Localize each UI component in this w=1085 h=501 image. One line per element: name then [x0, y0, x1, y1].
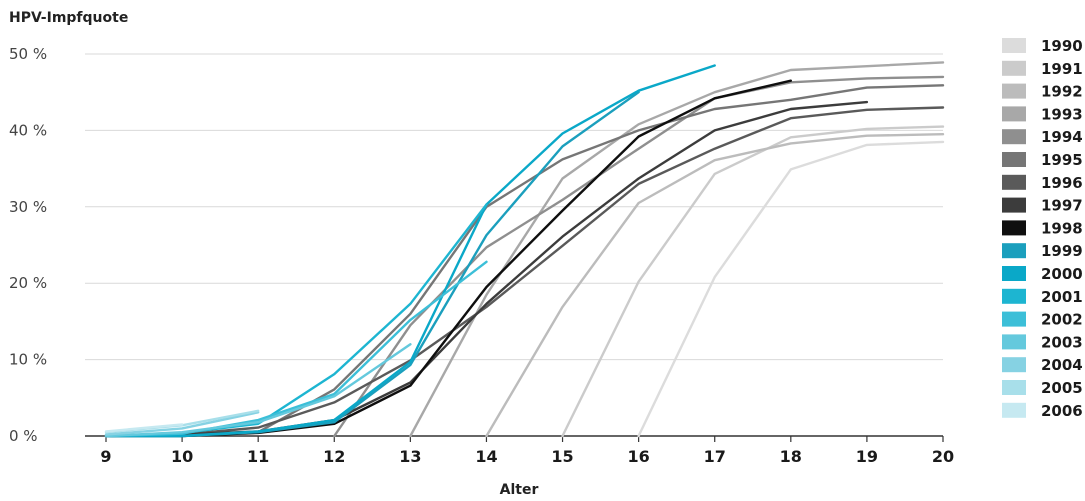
x-axis-title: Alter [500, 482, 539, 498]
x-tick-label: 17 [704, 447, 726, 466]
legend-label-2006: 2006 [1041, 402, 1083, 420]
legend-swatch-2001 [1002, 288, 1026, 304]
legend-swatch-2000 [1002, 266, 1026, 281]
x-tick-label: 18 [780, 447, 802, 466]
legend-label-1995: 1995 [1041, 151, 1083, 169]
legend-label-1993: 1993 [1041, 105, 1083, 123]
y-tick-label: 0 % [9, 427, 38, 445]
legend-swatch-1997 [1002, 197, 1026, 213]
legend-label-1990: 1990 [1041, 37, 1083, 55]
legend-label-1992: 1992 [1041, 83, 1083, 101]
y-tick-label: 20 % [9, 274, 47, 292]
legend-label-2001: 2001 [1041, 288, 1083, 306]
legend-label-2005: 2005 [1041, 379, 1083, 397]
legend-swatch-1996 [1002, 174, 1026, 190]
legend-label-2003: 2003 [1041, 333, 1083, 351]
x-tick-label: 10 [171, 447, 193, 466]
legend-label-1999: 1999 [1041, 242, 1083, 260]
x-tick-label: 12 [323, 447, 345, 466]
series-line-2003 [104, 343, 412, 438]
legend-swatch-1999 [1002, 243, 1026, 259]
y-tick-label: 10 % [9, 351, 47, 369]
series-line-1999 [104, 90, 640, 438]
series-lines [104, 61, 945, 438]
x-tick-label: 11 [247, 447, 269, 466]
y-tick-labels: 0 % 10 % 20 % 30 % 40 % 50 % [9, 45, 47, 445]
legend-swatch-1992 [1002, 83, 1026, 99]
legend: 1990 1991 1992 1993 1994 1995 1996 1997 1998 1999… [1002, 37, 1083, 420]
legend-label-2004: 2004 [1041, 356, 1083, 374]
y-tick-label: 50 % [9, 45, 47, 63]
legend-swatch-1991 [1002, 60, 1026, 76]
series-line-2002 [104, 260, 488, 438]
y-tick-label: 30 % [9, 198, 47, 216]
legend-label-2002: 2002 [1041, 311, 1083, 329]
legend-swatch-1995 [1002, 152, 1026, 167]
legend-label-1996: 1996 [1041, 174, 1083, 192]
legend-swatch-2004 [1002, 357, 1026, 373]
y-axis-title: HPV-Impfquote [9, 10, 128, 26]
legend-swatch-1998 [1002, 220, 1026, 236]
series-line-1990 [637, 140, 945, 438]
x-tick-label: 16 [628, 447, 650, 466]
x-tick-label: 19 [856, 447, 878, 466]
legend-label-1994: 1994 [1041, 128, 1083, 146]
x-tick-label: 15 [551, 447, 573, 466]
legend-label-1998: 1998 [1041, 219, 1083, 237]
series-line-1992 [485, 132, 945, 438]
x-tick-label: 20 [932, 447, 954, 466]
legend-swatch-1994 [1002, 129, 1026, 145]
series-line-1996 [180, 106, 945, 436]
x-tick-label: 9 [100, 447, 111, 466]
series-line-1995 [257, 84, 945, 434]
x-tick-label: 13 [399, 447, 421, 466]
legend-swatch-2002 [1002, 311, 1026, 327]
legend-swatch-2003 [1002, 334, 1026, 350]
series-line-1991 [561, 125, 945, 438]
legend-label-1991: 1991 [1041, 60, 1083, 78]
x-tick-label: 14 [475, 447, 497, 466]
legend-swatch-1990 [1002, 38, 1026, 53]
legend-swatch-2006 [1002, 402, 1026, 418]
y-tick-label: 40 % [9, 121, 47, 139]
gridlines [85, 53, 943, 361]
series-line-2004 [104, 411, 260, 436]
x-axis: 9 10 11 12 13 14 15 16 17 18 19 20 [85, 435, 954, 466]
legend-swatch-2005 [1002, 380, 1026, 395]
legend-label-1997: 1997 [1041, 197, 1083, 215]
legend-label-2000: 2000 [1041, 265, 1083, 283]
series-line-2000 [104, 64, 716, 438]
series-line-2006 [104, 423, 184, 433]
legend-swatch-1993 [1002, 106, 1026, 122]
